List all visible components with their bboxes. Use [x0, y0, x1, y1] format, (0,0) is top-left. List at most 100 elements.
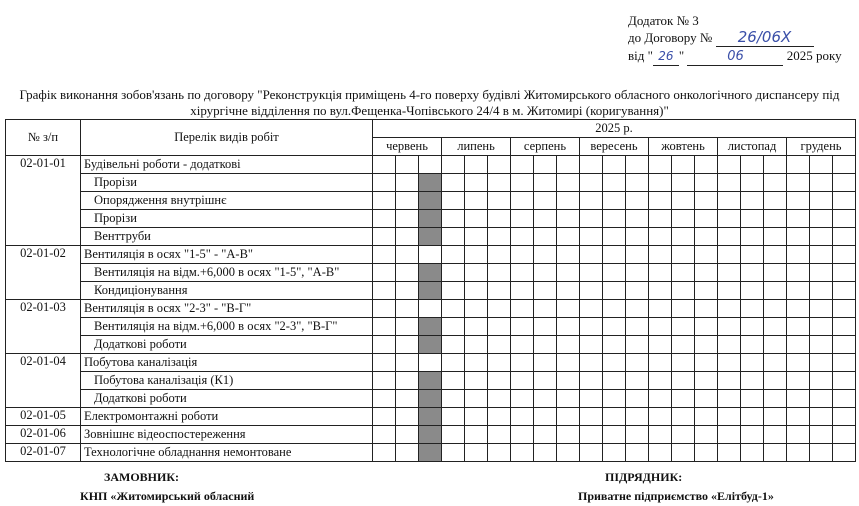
contract-line: до Договору № 26/06Х: [628, 29, 842, 47]
schedule-cell: [717, 443, 741, 462]
schedule-cell: [579, 227, 603, 246]
schedule-cell: [579, 263, 603, 282]
schedule-cell: [763, 299, 787, 318]
schedule-cell: [602, 299, 626, 318]
schedule-cell: [487, 371, 511, 390]
schedule-cell: [395, 425, 419, 444]
row-number: 02-01-01: [5, 155, 81, 246]
schedule-cell: [395, 389, 419, 408]
schedule-cell: [671, 281, 695, 300]
schedule-cell: [648, 353, 672, 372]
schedule-cell: [510, 191, 534, 210]
schedule-bar-cell: [418, 227, 442, 246]
schedule-cell: [395, 191, 419, 210]
schedule-cell: [510, 353, 534, 372]
schedule-cell: [464, 173, 488, 192]
schedule-cell: [533, 155, 557, 174]
schedule-cell: [740, 173, 764, 192]
schedule-cell: [717, 191, 741, 210]
schedule-cell: [372, 443, 396, 462]
schedule-cell: [809, 371, 833, 390]
schedule-cell: [464, 443, 488, 462]
schedule-cell: [671, 263, 695, 282]
schedule-cell: [464, 371, 488, 390]
schedule-cell: [625, 281, 649, 300]
schedule-cell: [786, 227, 810, 246]
schedule-cell: [786, 263, 810, 282]
schedule-cell: [740, 263, 764, 282]
table-row: 02-01-04 Побутова каналізація: [5, 353, 856, 408]
schedule-cell: [602, 335, 626, 354]
work-name: Додаткові роботи: [80, 335, 373, 354]
schedule-cell: [395, 173, 419, 192]
schedule-cell: [533, 173, 557, 192]
schedule-cell: [602, 281, 626, 300]
table-row: Прорізи: [6, 209, 856, 228]
schedule-cell: [648, 371, 672, 390]
schedule-cell: [395, 209, 419, 228]
schedule-cell: [786, 389, 810, 408]
schedule-cell: [809, 299, 833, 318]
schedule-cell: [671, 407, 695, 426]
schedule-cell: [441, 281, 465, 300]
schedule-cell: [556, 371, 580, 390]
schedule-cell: [625, 155, 649, 174]
schedule-cell: [556, 389, 580, 408]
schedule-cell: [786, 299, 810, 318]
schedule-cell: [740, 389, 764, 408]
schedule-cell: [786, 443, 810, 462]
schedule-cell: [625, 407, 649, 426]
schedule-cell: [533, 317, 557, 336]
schedule-cell: [648, 155, 672, 174]
schedule-cell: [740, 317, 764, 336]
schedule-cell: [487, 335, 511, 354]
schedule-cell: [694, 389, 718, 408]
table-row: Прорізи: [6, 173, 856, 192]
schedule-cell: [372, 317, 396, 336]
schedule-cell: [395, 281, 419, 300]
schedule-cell: [556, 263, 580, 282]
schedule-cell: [763, 353, 787, 372]
schedule-cell: [441, 191, 465, 210]
schedule-cell: [510, 407, 534, 426]
schedule-cell: [602, 173, 626, 192]
schedule-cell: [579, 443, 603, 462]
schedule-cell: [487, 281, 511, 300]
schedule-cell: [648, 173, 672, 192]
date-prefix: від ": [628, 48, 653, 63]
schedule-cell: [763, 335, 787, 354]
schedule-cell: [579, 191, 603, 210]
work-name: Опорядження внутрішнє: [80, 191, 373, 210]
schedule-cell: [625, 245, 649, 264]
schedule-cell: [464, 407, 488, 426]
schedule-cell: [579, 155, 603, 174]
schedule-cell: [418, 245, 442, 264]
schedule-cell: [533, 191, 557, 210]
date-year: 2025 року: [786, 48, 842, 63]
schedule-cell: [602, 353, 626, 372]
schedule-cell: [579, 209, 603, 228]
schedule-cell: [556, 353, 580, 372]
schedule-cell: [809, 335, 833, 354]
schedule-bar-cell: [418, 371, 442, 390]
schedule-cell: [395, 299, 419, 318]
schedule-bar-cell: [418, 263, 442, 282]
schedule-cell: [464, 209, 488, 228]
schedule-cell: [809, 353, 833, 372]
schedule-cell: [602, 317, 626, 336]
schedule-cell: [694, 245, 718, 264]
schedule-cell: [418, 299, 442, 318]
schedule-cell: [556, 209, 580, 228]
customer-name: КНП «Житомирський обласний: [80, 489, 255, 503]
date-quote: ": [678, 48, 685, 63]
work-name: Зовнішнє відеоспостереження: [80, 425, 373, 444]
table-row: Опорядження внутрішнє: [6, 191, 856, 210]
schedule-cell: [372, 407, 396, 426]
schedule-cell: [487, 317, 511, 336]
schedule-cell: [648, 317, 672, 336]
schedule-cell: [809, 389, 833, 408]
schedule-cell: [648, 281, 672, 300]
schedule-cell: [694, 173, 718, 192]
schedule-cell: [786, 155, 810, 174]
schedule-cell: [671, 227, 695, 246]
